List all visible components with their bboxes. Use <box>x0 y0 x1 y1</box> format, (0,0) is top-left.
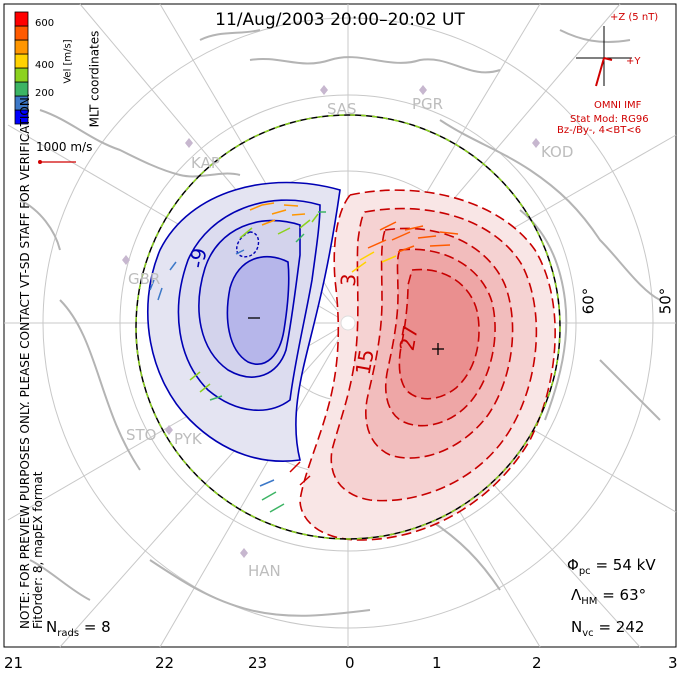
mlt-label-21: 21 <box>4 654 24 672</box>
potential-markers <box>248 317 444 355</box>
station-pyk: PYK <box>174 430 202 448</box>
scale-tick-200: 200 <box>35 88 55 99</box>
mlt-label-0: 0 <box>345 654 355 672</box>
mlt-label-22: 22 <box>155 654 175 672</box>
reference-vector-arrow <box>38 160 76 164</box>
contour-label-15: 15 <box>350 347 379 377</box>
lambda-hm-stat: ΛHM = 63° <box>571 586 647 607</box>
lat-label-50: 50° <box>656 287 675 315</box>
stat-model: Stat Mod: RG96 <box>570 114 649 125</box>
imf-vector <box>595 57 613 87</box>
preview-note: NOTE: FOR PREVIEW PURPOSES ONLY. PLEASE … <box>18 69 45 629</box>
coordinates-label: MLT coordinates <box>87 30 102 128</box>
map-title: 11/Aug/2003 20:00–20:02 UT <box>215 10 465 30</box>
station-pgr: PGR <box>412 95 444 113</box>
station-gbr: GBR <box>128 270 161 288</box>
n-vc-stat: Nvc = 242 <box>571 618 645 639</box>
station-han: HAN <box>248 562 281 580</box>
velocity-vectors <box>149 202 459 513</box>
imf-y-label: +Y <box>626 56 641 67</box>
lat-label-60: 60° <box>579 287 598 315</box>
reference-vector-label: 1000 m/s <box>36 140 93 154</box>
positive-convection-cell <box>299 189 556 541</box>
n-rads-value: = 8 <box>83 618 111 636</box>
imf-z-label: +Z (5 nT) <box>610 12 659 23</box>
fit-order-text: FitOrder: 8, mapEX format <box>31 471 45 629</box>
pole-marker <box>340 315 356 331</box>
station-sto: STO <box>126 426 157 444</box>
imf-condition: Bz-/By-, 4<BT<6 <box>557 125 642 136</box>
contour-label-27: 27 <box>394 323 423 353</box>
negative-convection-cell <box>147 181 341 463</box>
phi-pc-stat: Φpc = 54 kV <box>567 556 656 577</box>
contour-label-minus9: -9 <box>184 246 212 270</box>
phi-pc-value: = 54 kV <box>595 556 656 574</box>
station-kod: KOD <box>541 143 574 161</box>
n-rads-stat: Nrads = 8 <box>46 618 111 639</box>
scale-tick-600: 600 <box>35 18 55 29</box>
mlt-label-3: 3 <box>668 654 678 672</box>
imf-source: OMNI IMF <box>594 100 642 111</box>
mlt-label-1: 1 <box>432 654 442 672</box>
mlt-label-2: 2 <box>532 654 542 672</box>
lambda-hm-value: = 63° <box>602 586 647 604</box>
mlt-label-23: 23 <box>248 654 268 672</box>
heppner-maynard-boundary-dash <box>135 114 561 540</box>
contour-label-3: 3 <box>335 272 361 288</box>
station-markers <box>122 85 540 558</box>
scale-tick-400: 400 <box>35 60 55 71</box>
plot-frame <box>3 3 677 648</box>
n-vc-value: = 242 <box>598 618 645 636</box>
station-kap: KAP <box>191 154 220 172</box>
station-sas: SAS <box>327 100 357 118</box>
scale-title: Vel [m/s] <box>62 39 74 84</box>
velocity-colour-scale <box>14 11 29 125</box>
coastlines <box>19 29 661 617</box>
